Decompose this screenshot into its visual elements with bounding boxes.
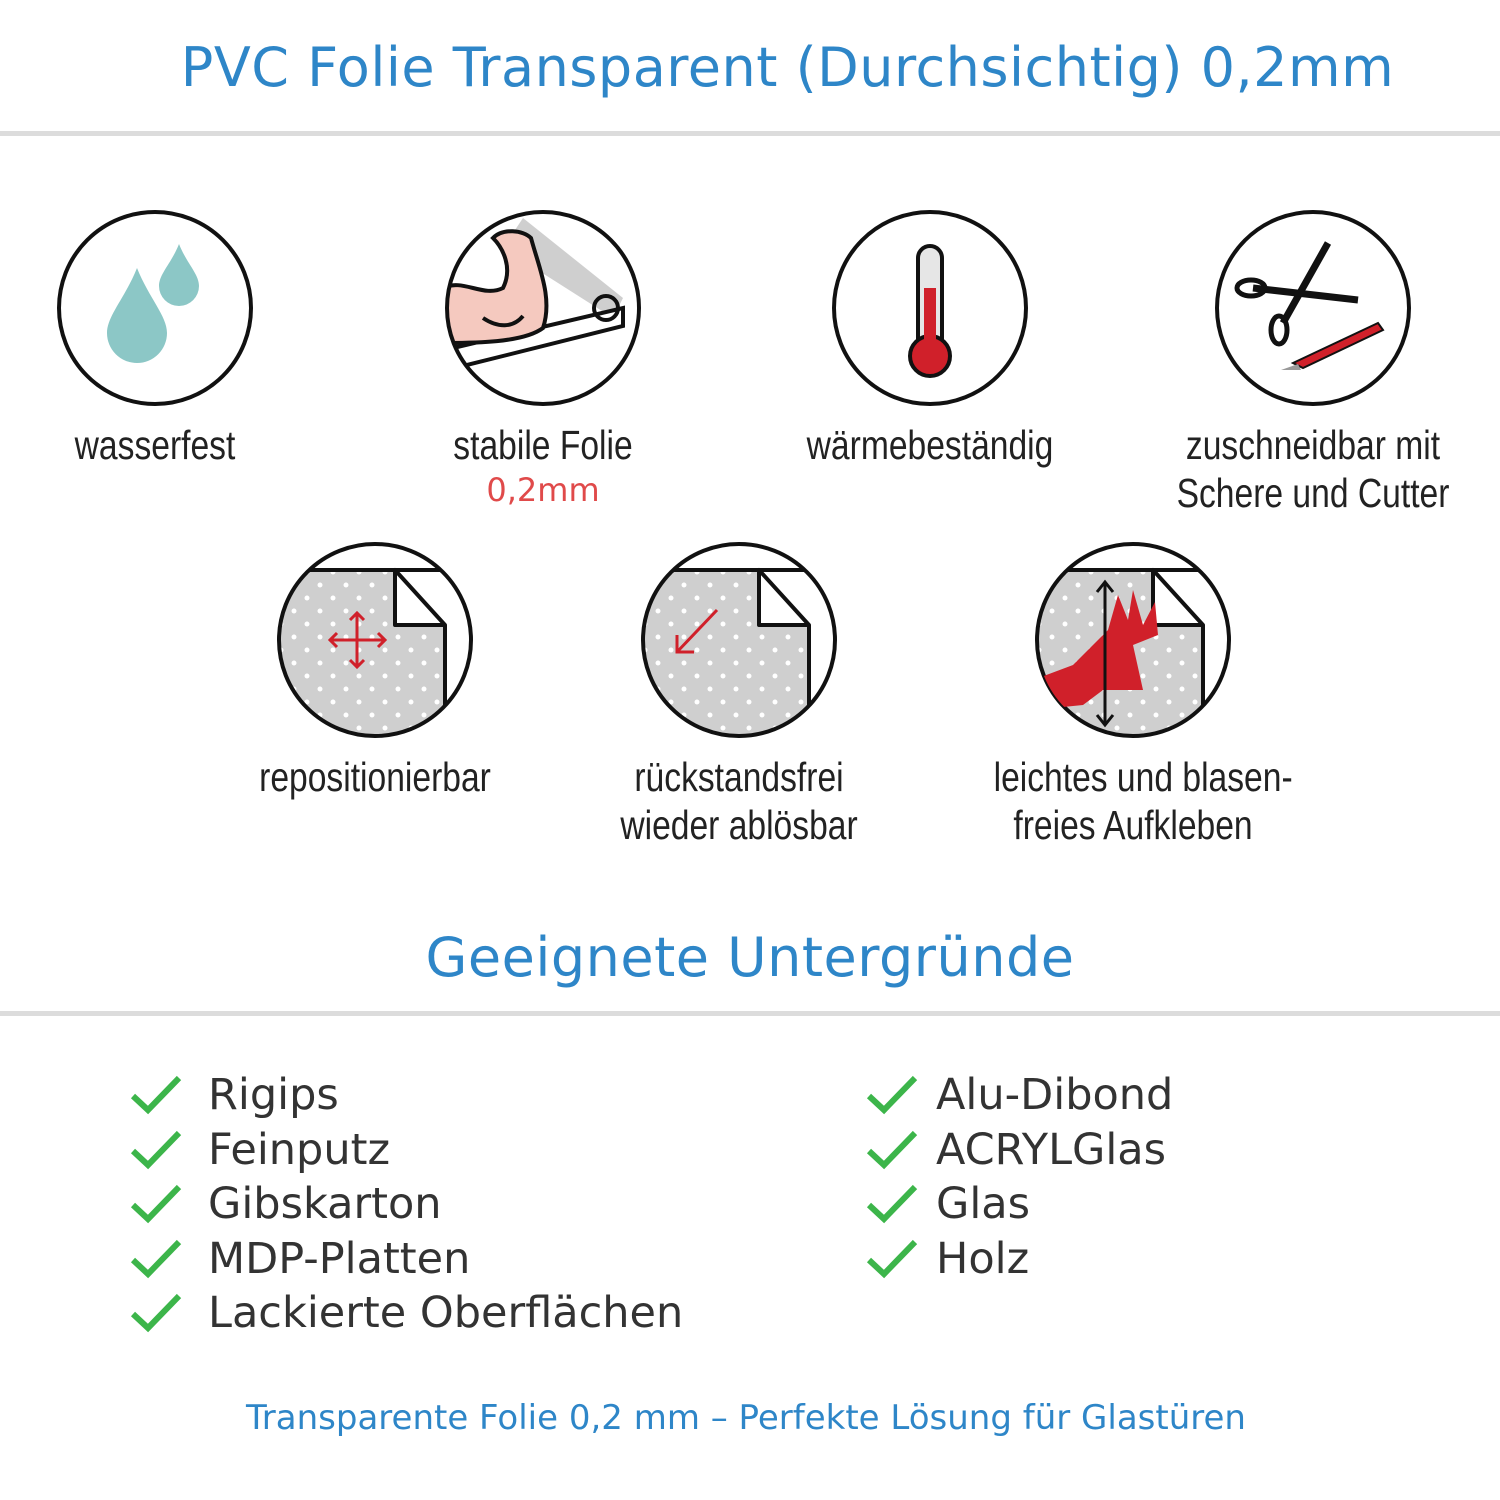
- thermometer-icon: [832, 210, 1028, 406]
- footer-tagline: Transparente Folie 0,2 mm – Perfekte Lös…: [246, 1398, 1246, 1438]
- list-item: Rigips: [130, 1068, 683, 1123]
- feature-label: repositionierbar: [259, 754, 491, 800]
- surfaces-list-right: Alu-Dibond ACRYLGlas Glas Holz: [866, 1068, 1173, 1286]
- list-item: MDP-Platten: [130, 1232, 683, 1287]
- page-title: PVC Folie Transparent (Durchsichtig) 0,2…: [180, 36, 1395, 99]
- feature-label: zuschneidbar mit: [1185, 422, 1441, 468]
- check-icon: [130, 1185, 182, 1224]
- check-icon: [866, 1239, 918, 1278]
- scissors-cutter-icon: [1215, 210, 1411, 406]
- feature-label: rückstandsfrei: [634, 754, 844, 800]
- feature-label: wasserfest: [74, 422, 236, 468]
- feature-cuttable: zuschneidbar mit Schere und Cutter: [1143, 208, 1483, 518]
- check-icon: [130, 1294, 182, 1333]
- hand-smooth-icon: [1033, 540, 1233, 740]
- list-item: Holz: [866, 1232, 1173, 1287]
- feature-heat-resistant: wärmebeständig: [760, 208, 1100, 470]
- check-icon: [130, 1076, 182, 1115]
- surfaces-list-left: Rigips Feinputz Gibskarton MDP-Platten L…: [130, 1068, 683, 1341]
- list-item: Lackierte Oberflächen: [130, 1286, 683, 1341]
- feature-repositionable: repositionierbar: [205, 540, 545, 802]
- peel-off-icon: [639, 540, 839, 740]
- feature-label-line2: Schere und Cutter: [1176, 470, 1450, 516]
- feature-waterproof: wasserfest: [0, 208, 325, 470]
- water-drops-icon: [57, 210, 253, 406]
- list-item: Alu-Dibond: [866, 1068, 1173, 1123]
- reposition-arrows-icon: [275, 540, 475, 740]
- feature-label-line2: wieder ablösbar: [620, 802, 858, 848]
- feature-sublabel: 0,2mm: [486, 471, 600, 509]
- feature-bubble-free: leichtes und blasen- freies Aufkleben: [963, 540, 1303, 850]
- feature-stable: stabile Folie 0,2mm: [373, 208, 713, 510]
- list-item: Glas: [866, 1177, 1173, 1232]
- check-icon: [866, 1185, 918, 1224]
- feature-label: stabile Folie: [453, 422, 633, 468]
- feature-label-line2: freies Aufkleben: [1013, 802, 1253, 848]
- list-item: Gibskarton: [130, 1177, 683, 1232]
- strong-arm-icon: [445, 210, 641, 406]
- check-icon: [866, 1130, 918, 1169]
- surfaces-title: Geeignete Untergründe: [425, 926, 1075, 989]
- feature-residue-free: rückstandsfrei wieder ablösbar: [569, 540, 909, 850]
- list-item: Feinputz: [130, 1123, 683, 1178]
- check-icon: [130, 1239, 182, 1278]
- feature-label: leichtes und blasen-: [993, 754, 1293, 800]
- check-icon: [866, 1076, 918, 1115]
- divider: [0, 131, 1500, 136]
- list-item: ACRYLGlas: [866, 1123, 1173, 1178]
- feature-label: wärmebeständig: [806, 422, 1054, 468]
- divider: [0, 1011, 1500, 1016]
- check-icon: [130, 1130, 182, 1169]
